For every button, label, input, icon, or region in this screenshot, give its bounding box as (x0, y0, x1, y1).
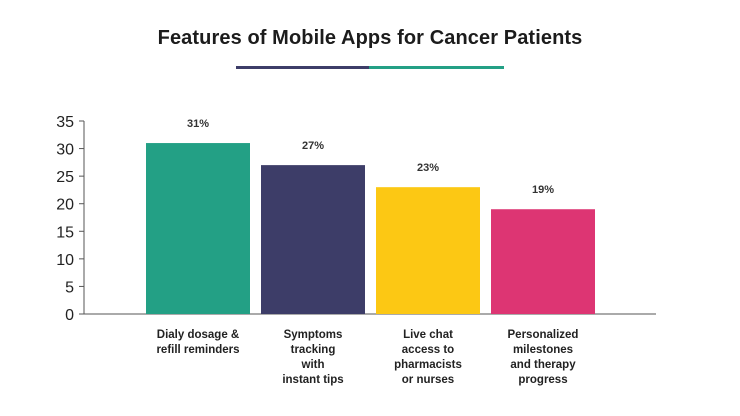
y-tick-label: 25 (56, 169, 74, 186)
y-tick-label: 35 (56, 114, 74, 131)
title-underline-right (369, 66, 504, 69)
y-tick-label: 5 (65, 279, 74, 296)
category-label: Symptoms tracking with instant tips (282, 329, 343, 386)
y-tick-label: 10 (56, 252, 74, 269)
category-label: Live chat access to pharmacists or nurses (394, 329, 462, 386)
chart-title: Features of Mobile Apps for Cancer Patie… (157, 27, 583, 49)
data-label: 27% (302, 140, 324, 152)
title-underline-left (236, 66, 369, 69)
y-tick-label: 20 (56, 197, 74, 214)
bar (376, 187, 480, 314)
category-label: Personalized milestones and therapy progres… (508, 329, 579, 386)
y-tick-label: 30 (56, 142, 74, 159)
bars (146, 143, 595, 314)
bar (491, 209, 595, 314)
bar (261, 165, 365, 314)
bar (146, 143, 250, 314)
y-tick-label: 15 (56, 224, 74, 241)
y-tick-label: 0 (65, 307, 74, 324)
data-label: 23% (417, 162, 439, 174)
data-label: 19% (532, 184, 554, 196)
category-label: Dialy dosage & refill reminders (156, 329, 239, 356)
labels: 31% Dialy dosage & refill reminders 27% Symp… (156, 118, 578, 386)
data-label: 31% (187, 118, 209, 130)
